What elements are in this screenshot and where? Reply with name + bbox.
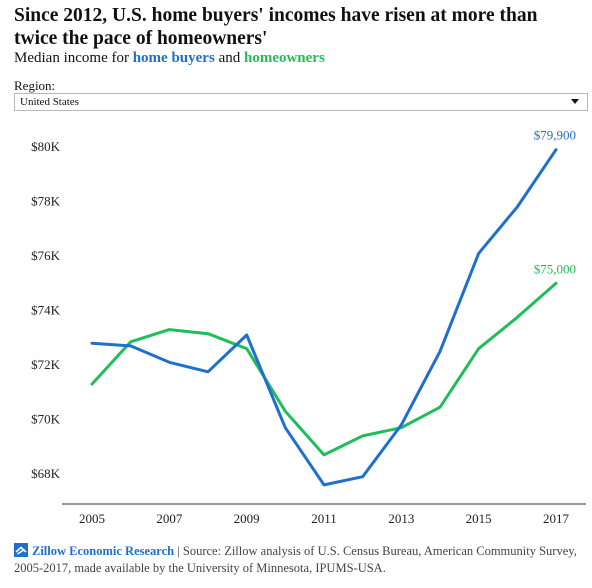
series-line-owners bbox=[90, 281, 558, 457]
x-tick-label: 2011 bbox=[311, 511, 337, 526]
end-labels: $79,900 $75,000 bbox=[534, 128, 576, 277]
x-tick-label: 2013 bbox=[388, 511, 414, 526]
x-tick-label: 2009 bbox=[234, 511, 260, 526]
y-axis: $68K $70K $72K $74K $76K $78K $80K bbox=[31, 139, 61, 481]
y-tick-label: $74K bbox=[31, 303, 61, 318]
region-label: Region: bbox=[14, 78, 56, 93]
footer-brand: Zillow Economic Research bbox=[32, 544, 175, 558]
y-tick-label: $68K bbox=[31, 466, 61, 481]
region-selected-value: United States bbox=[20, 96, 79, 108]
y-tick-label: $78K bbox=[31, 194, 61, 209]
source-footer: Zillow Economic Research | Source: Zillo… bbox=[14, 543, 584, 577]
x-tick-label: 2015 bbox=[466, 511, 492, 526]
dropdown-arrow-icon bbox=[571, 99, 579, 104]
series-line-buyers bbox=[90, 148, 558, 487]
y-tick-label: $70K bbox=[31, 412, 61, 427]
zillow-logo-icon bbox=[14, 543, 28, 557]
x-tick-label: 2017 bbox=[543, 511, 570, 526]
end-label-buyers: $79,900 bbox=[534, 128, 576, 143]
subtitle-prefix: Median income for bbox=[14, 50, 133, 66]
chart-subtitle: Median income for home buyers and homeow… bbox=[14, 50, 325, 67]
y-tick-label: $76K bbox=[31, 248, 61, 263]
footer-source: Source: Zillow analysis of U.S. Census B… bbox=[14, 544, 577, 575]
y-tick-label: $72K bbox=[31, 357, 61, 372]
line-chart: $68K$70K$72K$74K$76K$78K$80K 2005 2007 200… bbox=[31, 128, 586, 526]
y-tick-label: $80K bbox=[31, 139, 61, 154]
region-select[interactable]: United States bbox=[14, 93, 588, 111]
x-axis: 2005 2007 2009 2011 2013 2015 2017 bbox=[79, 511, 570, 526]
x-tick-label: 2007 bbox=[156, 511, 183, 526]
footer-separator: | bbox=[174, 544, 183, 558]
x-tick-label: 2005 bbox=[79, 511, 105, 526]
subtitle-buyers: home buyers bbox=[132, 50, 215, 66]
series-group bbox=[90, 148, 558, 487]
end-label-owners: $75,000 bbox=[534, 261, 576, 276]
subtitle-and: and bbox=[214, 50, 244, 66]
page-title: Since 2012, U.S. home buyers' incomes ha… bbox=[14, 5, 538, 49]
subtitle-owners: homeowners bbox=[243, 50, 325, 66]
